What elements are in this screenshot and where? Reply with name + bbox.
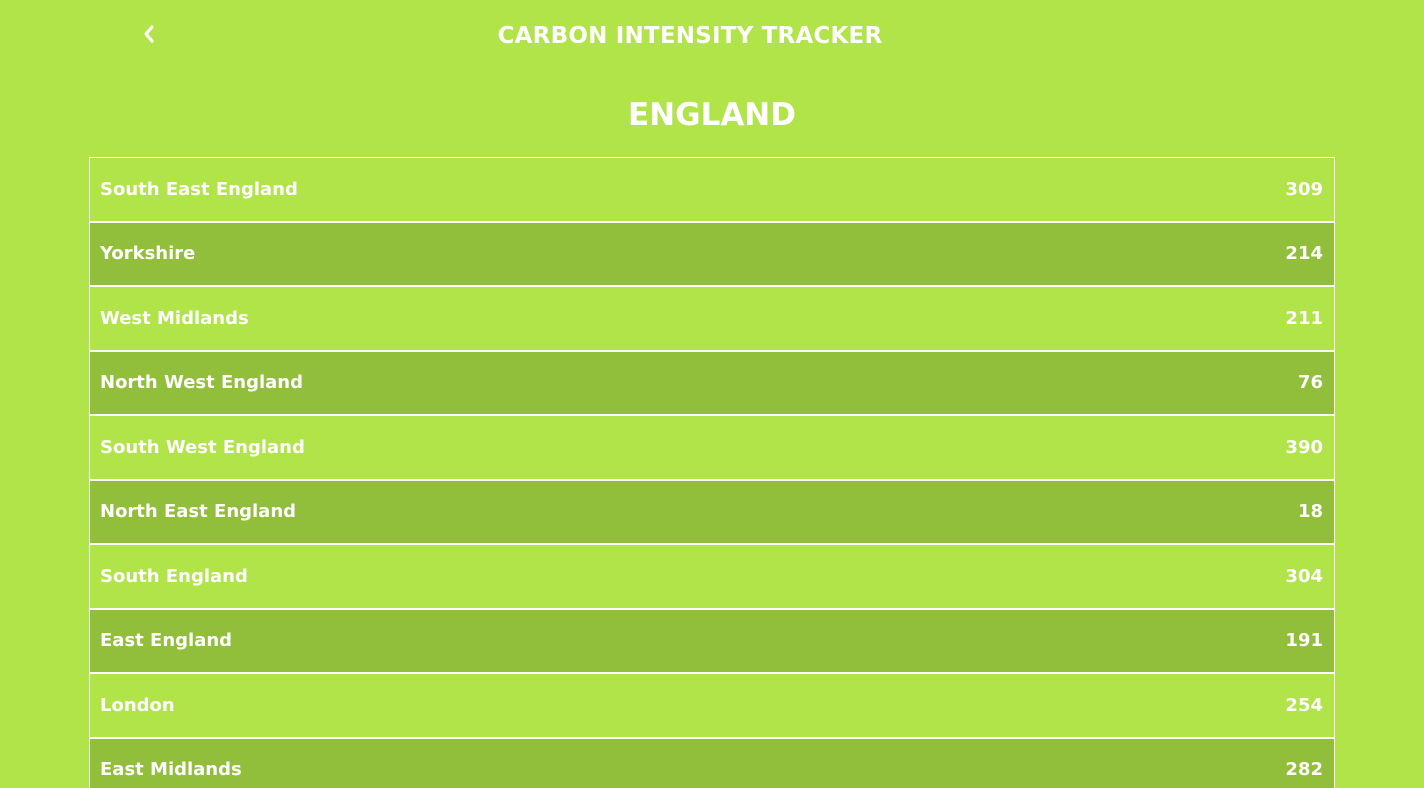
- region-row[interactable]: North East England 18: [89, 480, 1335, 545]
- app-title: CARBON INTENSITY TRACKER: [497, 23, 883, 49]
- region-name: East Midlands: [100, 759, 242, 781]
- region-row[interactable]: East England 191: [89, 609, 1335, 674]
- region-intensity-value: 211: [1285, 307, 1323, 329]
- region-intensity-value: 191: [1285, 630, 1323, 652]
- region-intensity-value: 304: [1285, 565, 1323, 587]
- page-title: ENGLAND: [628, 97, 796, 133]
- region-name: London: [100, 694, 175, 716]
- region-name: West Midlands: [100, 307, 249, 329]
- top-bar: CARBON INTENSITY TRACKER: [0, 0, 1424, 72]
- back-button[interactable]: [134, 18, 164, 50]
- region-intensity-value: 76: [1297, 372, 1323, 394]
- region-row[interactable]: South West England 390: [89, 416, 1335, 481]
- region-row[interactable]: London 254: [89, 674, 1335, 739]
- region-name: South East England: [100, 178, 298, 200]
- region-name: East England: [100, 630, 233, 652]
- region-row[interactable]: South England 304: [89, 545, 1335, 610]
- region-row[interactable]: East Midlands 282: [89, 738, 1335, 788]
- region-intensity-value: 254: [1285, 694, 1323, 716]
- region-intensity-value: 214: [1285, 243, 1323, 265]
- region-intensity-value: 18: [1297, 501, 1323, 523]
- region-name: North West England: [100, 372, 304, 394]
- region-name: South West England: [100, 436, 305, 458]
- region-name: Yorkshire: [100, 243, 196, 265]
- chevron-left-icon: [142, 23, 156, 45]
- region-row[interactable]: North West England 76: [89, 351, 1335, 416]
- region-intensity-value: 390: [1285, 436, 1323, 458]
- region-row[interactable]: Yorkshire 214: [89, 222, 1335, 287]
- region-intensity-value: 309: [1285, 178, 1323, 200]
- region-name: North East England: [100, 501, 297, 523]
- region-row[interactable]: West Midlands 211: [89, 287, 1335, 352]
- region-row[interactable]: South East England 309: [89, 158, 1335, 223]
- region-name: South England: [100, 565, 248, 587]
- region-list: South East England 309 Yorkshire 214 Wes…: [89, 157, 1335, 788]
- region-intensity-value: 282: [1285, 759, 1323, 781]
